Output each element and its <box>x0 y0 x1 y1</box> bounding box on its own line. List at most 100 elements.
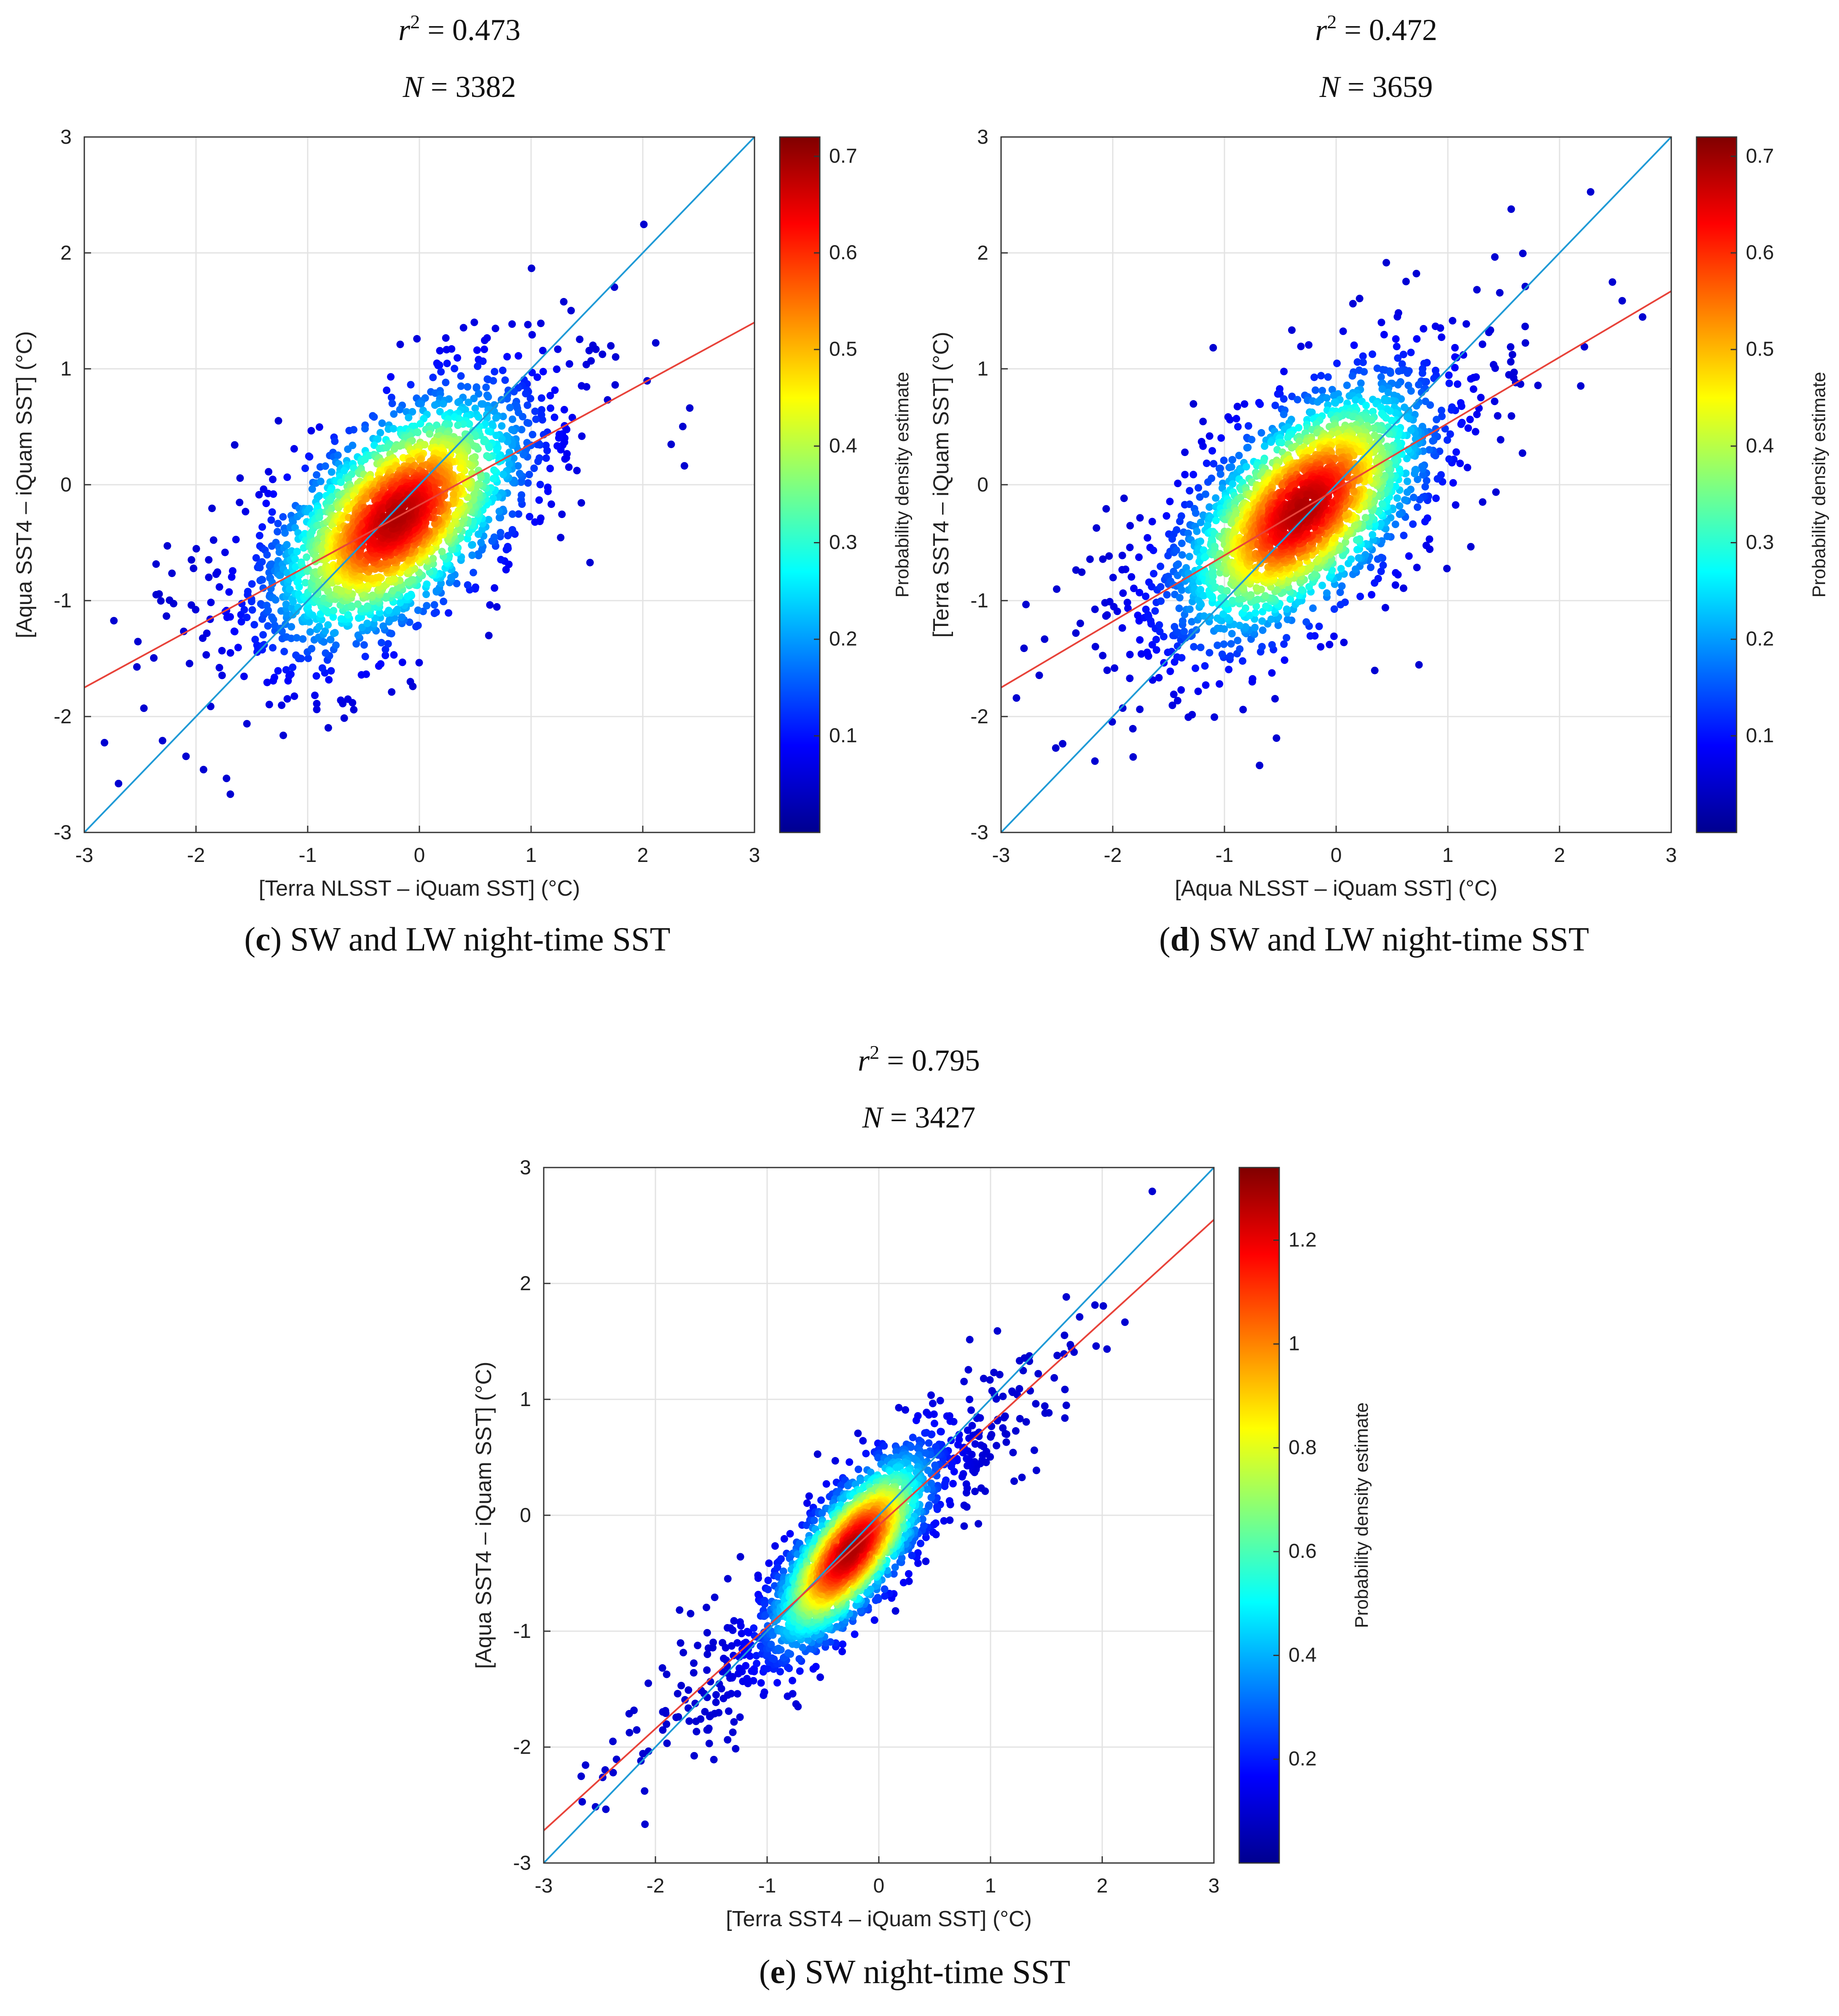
scatter-point <box>349 441 357 449</box>
scatter-point <box>1186 487 1194 495</box>
scatter-point <box>352 640 360 648</box>
scatter-point <box>1111 664 1119 672</box>
scatter-point <box>283 569 291 577</box>
scatter-point <box>1126 543 1134 551</box>
scatter-point <box>360 641 368 649</box>
scatter-point <box>534 457 542 465</box>
scatter-point <box>577 382 585 390</box>
scatter-point <box>1150 570 1158 577</box>
scatter-point <box>376 609 384 617</box>
scatter-point <box>404 578 412 586</box>
scatter-point <box>1208 447 1216 455</box>
scatter-point <box>218 671 226 679</box>
scatter-point <box>1347 555 1355 563</box>
scatter-point <box>611 381 619 389</box>
scatter-point <box>1251 609 1259 617</box>
scatter-point <box>573 467 581 475</box>
x-tick-label: 1 <box>526 844 537 867</box>
colorbar-tick-label: 0.1 <box>829 725 857 747</box>
scatter-point <box>465 420 473 428</box>
scatter-point <box>1201 662 1209 670</box>
scatter-point <box>258 523 266 531</box>
scatter-point <box>1128 573 1136 581</box>
scatter-point <box>226 790 234 798</box>
scatter-point <box>283 541 291 549</box>
y-tick-label: 3 <box>60 126 72 148</box>
scatter-point <box>1211 713 1219 721</box>
scatter-point <box>1463 464 1471 472</box>
scatter-point <box>337 696 345 704</box>
scatter-point <box>1234 423 1242 431</box>
scatter-point <box>1449 317 1457 325</box>
scatter-point <box>1155 621 1163 629</box>
scatter-point <box>155 590 163 598</box>
scatter-point <box>515 408 523 416</box>
scatter-point <box>422 591 430 599</box>
scatter-point <box>1283 615 1291 623</box>
scatter-point <box>607 342 615 350</box>
scatter-point <box>1251 623 1259 631</box>
scatter-point <box>218 647 226 655</box>
scatter-point <box>283 610 291 618</box>
scatter-point <box>255 532 263 540</box>
scatter-point <box>338 587 346 595</box>
scatter-point <box>1257 429 1265 437</box>
scatter-point <box>248 606 256 614</box>
scatter-point <box>1118 551 1126 559</box>
scatter-point <box>1217 434 1225 442</box>
scatter-point <box>1491 397 1498 405</box>
scatter-point <box>495 507 503 515</box>
scatter-point <box>1185 553 1193 561</box>
scatter-point <box>253 641 261 649</box>
colorbar-tick-label: 0.7 <box>829 145 857 167</box>
colorbar <box>779 136 821 833</box>
scatter-point <box>1418 369 1426 377</box>
scatter-point <box>503 395 511 403</box>
scatter-point <box>1244 422 1252 430</box>
scatter-point <box>238 600 246 608</box>
scatter-point <box>468 454 476 462</box>
scatter-point <box>1166 667 1174 675</box>
scatter-point <box>188 556 196 564</box>
scatter-point <box>546 464 554 472</box>
scatter-point <box>379 622 387 630</box>
scatter-point <box>190 564 198 572</box>
scatter-point <box>315 513 323 521</box>
scatter-point <box>1467 543 1475 551</box>
scatter-point <box>473 346 481 354</box>
scatter-point <box>583 360 590 368</box>
scatter-point <box>1091 605 1099 613</box>
scatter-point <box>554 345 562 353</box>
scatter-point <box>209 536 217 544</box>
scatter-point <box>269 490 277 498</box>
scatter-point <box>1415 661 1423 669</box>
scatter-point <box>1041 635 1049 643</box>
x-axis-label: [Terra NLSST – iQuam SST] (°C) <box>259 876 580 901</box>
scatter-point <box>1271 695 1279 703</box>
scatter-point <box>1473 411 1481 419</box>
scatter-point <box>1382 414 1390 422</box>
scatter-point <box>1399 584 1407 592</box>
scatter-point <box>435 361 443 369</box>
scatter-point <box>498 422 506 430</box>
y-axis-label: [Aqua SST4 – iQuam SST] (°C) <box>12 331 37 639</box>
scatter-point <box>1310 373 1318 381</box>
scatter-point <box>453 580 461 588</box>
scatter-point <box>243 720 251 728</box>
scatter-point <box>331 629 339 637</box>
scatter-point <box>1421 518 1429 526</box>
scatter-point <box>1173 526 1181 534</box>
scatter-point <box>1136 705 1144 713</box>
scatter-point <box>1151 607 1159 615</box>
scatter-point <box>1178 654 1186 662</box>
scatter-point <box>413 335 421 343</box>
scatter-point <box>1330 632 1338 640</box>
scatter-point <box>1253 584 1260 592</box>
scatter-point <box>1186 605 1194 613</box>
scatter-point <box>1216 680 1224 688</box>
scatter-point <box>205 556 213 564</box>
scatter-point <box>447 574 455 582</box>
scatter-point <box>1361 514 1369 522</box>
scatter-point <box>1608 278 1616 286</box>
scatter-point <box>523 419 531 427</box>
